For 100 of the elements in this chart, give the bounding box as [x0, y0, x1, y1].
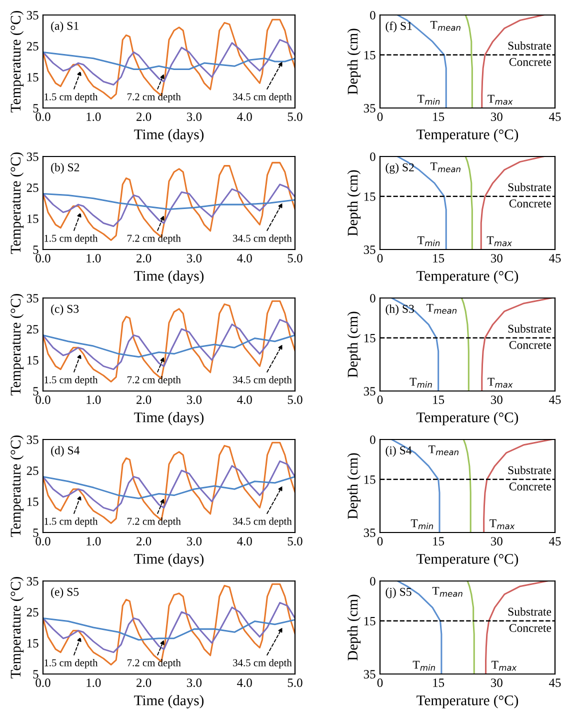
annotation: Concrete — [509, 341, 552, 349]
y-tick-label: 0 — [370, 436, 376, 444]
text: (e) S5 — [51, 588, 79, 598]
x-tick-label: 15 — [433, 678, 444, 687]
y-tick-label: 15 — [27, 73, 38, 82]
y-tick-label: 15 — [364, 50, 376, 60]
annotation: 1.5 cm depth — [44, 517, 98, 527]
annotation: Substrate — [508, 182, 552, 192]
x-tick-label: 5.0 — [288, 112, 302, 122]
annotation: Concrete — [509, 482, 552, 490]
x-tick-label: 45 — [548, 678, 561, 687]
x-tick-label: 0.0 — [36, 678, 50, 688]
line-series — [43, 617, 295, 641]
y-tick-label: 35 — [364, 528, 376, 537]
x-tick-label: 15 — [433, 254, 444, 262]
annotation: Substrate — [508, 41, 552, 50]
text: (f) S1 — [386, 22, 412, 32]
x-tick-label: 2.0 — [136, 678, 152, 688]
annotation: 7.2 cm depth — [128, 92, 181, 102]
x-tick-label: 5.0 — [288, 678, 302, 688]
x-tick-label: 0 — [377, 254, 383, 262]
annotation: 1.5 cm depth — [44, 92, 98, 102]
x-tick-label: 30 — [491, 396, 502, 404]
y-tick-label: 5 — [33, 387, 38, 396]
x-axis-title: Temperature (°C) — [416, 129, 518, 142]
series-label: T$_{min}$ — [410, 519, 434, 530]
y-tick-label: 15 — [364, 616, 376, 626]
line-series — [466, 581, 475, 674]
annotation: Substrate — [508, 324, 552, 333]
text: (i) S4 — [386, 446, 412, 457]
x-tick-label: 30 — [491, 112, 502, 121]
x-tick-label: 4.0 — [237, 254, 252, 263]
y-axis-title: Depth (cm) — [347, 594, 361, 660]
text: (a) S1 — [51, 22, 78, 32]
y-axis-title: Depth (cm) — [347, 453, 361, 519]
line-series — [464, 15, 473, 108]
text: (d) S4 — [51, 446, 80, 457]
x-tick-label: 45 — [548, 254, 561, 262]
x-tick-label: 0.0 — [36, 112, 50, 122]
annotation: Concrete — [509, 624, 552, 632]
series-label: T$_{min}$ — [410, 378, 432, 388]
y-tick-label: 0 — [370, 577, 376, 586]
series-label: T$_{mean}$ — [426, 304, 457, 314]
text: (c) S3 — [51, 304, 79, 316]
text: (g) S2 — [386, 163, 414, 174]
annotation: 34.5 cm depth — [233, 517, 292, 527]
line-series — [462, 440, 472, 532]
x-tick-label: 3.0 — [186, 396, 202, 404]
line-series — [43, 476, 295, 500]
x-tick-label: 3.0 — [186, 537, 202, 546]
y-tick-label: 25 — [26, 184, 38, 192]
y-tick-label: 15 — [27, 498, 38, 506]
x-tick-label: 0 — [377, 537, 383, 546]
series-label: T$_{max}$ — [488, 94, 513, 105]
series-label: T$_{mean}$ — [432, 586, 462, 597]
x-axis-title: Time (days) — [134, 129, 204, 142]
y-axis-title: Depth (cm) — [347, 28, 361, 94]
x-tick-label: 30 — [491, 254, 502, 262]
annotation: 1.5 cm depth — [44, 234, 98, 244]
x-tick-label: 1.0 — [86, 678, 101, 688]
annotation: 34.5 cm depth — [233, 234, 292, 244]
line-series — [43, 184, 295, 228]
y-tick-label: 25 — [26, 466, 38, 475]
y-tick-label: 25 — [26, 608, 38, 616]
annotation: 7.2 cm depth — [128, 517, 181, 527]
y-tick-label: 35 — [364, 246, 376, 254]
y-tick-label: 5 — [33, 670, 38, 678]
x-tick-label: 2.0 — [136, 396, 152, 404]
x-tick-label: 30 — [491, 678, 502, 687]
y-tick-label: 0 — [370, 11, 376, 20]
x-axis-title: Temperature (°C) — [416, 270, 518, 284]
line-series — [43, 192, 295, 210]
x-tick-label: 45 — [548, 396, 561, 404]
x-tick-label: 2.0 — [136, 537, 152, 546]
annotation: 7.2 cm depth — [128, 234, 181, 244]
text: (b) S2 — [51, 163, 80, 174]
x-tick-label: 4.0 — [237, 396, 252, 404]
y-tick-label: 15 — [27, 214, 38, 223]
x-tick-label: 0.0 — [36, 396, 50, 404]
x-tick-label: 1.0 — [86, 254, 101, 263]
y-tick-label: 35 — [364, 104, 376, 112]
line-series — [43, 51, 295, 70]
series-label: T$_{max}$ — [486, 236, 512, 246]
x-tick-label: 5.0 — [288, 396, 302, 404]
y-tick-label: 15 — [27, 356, 38, 364]
series-label: T$_{min}$ — [418, 94, 440, 105]
y-axis-title: Temperature (°C) — [10, 152, 24, 254]
x-axis-title: Time (days) — [134, 270, 204, 284]
x-tick-label: 0 — [377, 678, 383, 687]
y-tick-label: 35 — [26, 294, 38, 302]
x-tick-label: 5.0 — [288, 537, 302, 546]
y-tick-label: 15 — [364, 192, 376, 201]
y-tick-label: 35 — [26, 577, 38, 586]
x-tick-label: 45 — [548, 112, 561, 121]
x-axis-title: Time (days) — [134, 554, 204, 567]
y-tick-label: 5 — [33, 104, 38, 112]
y-tick-label: 35 — [364, 387, 376, 396]
x-tick-label: 3.0 — [186, 112, 202, 122]
x-tick-label: 1.0 — [86, 396, 101, 404]
y-axis-title: Temperature (°C) — [10, 294, 24, 396]
